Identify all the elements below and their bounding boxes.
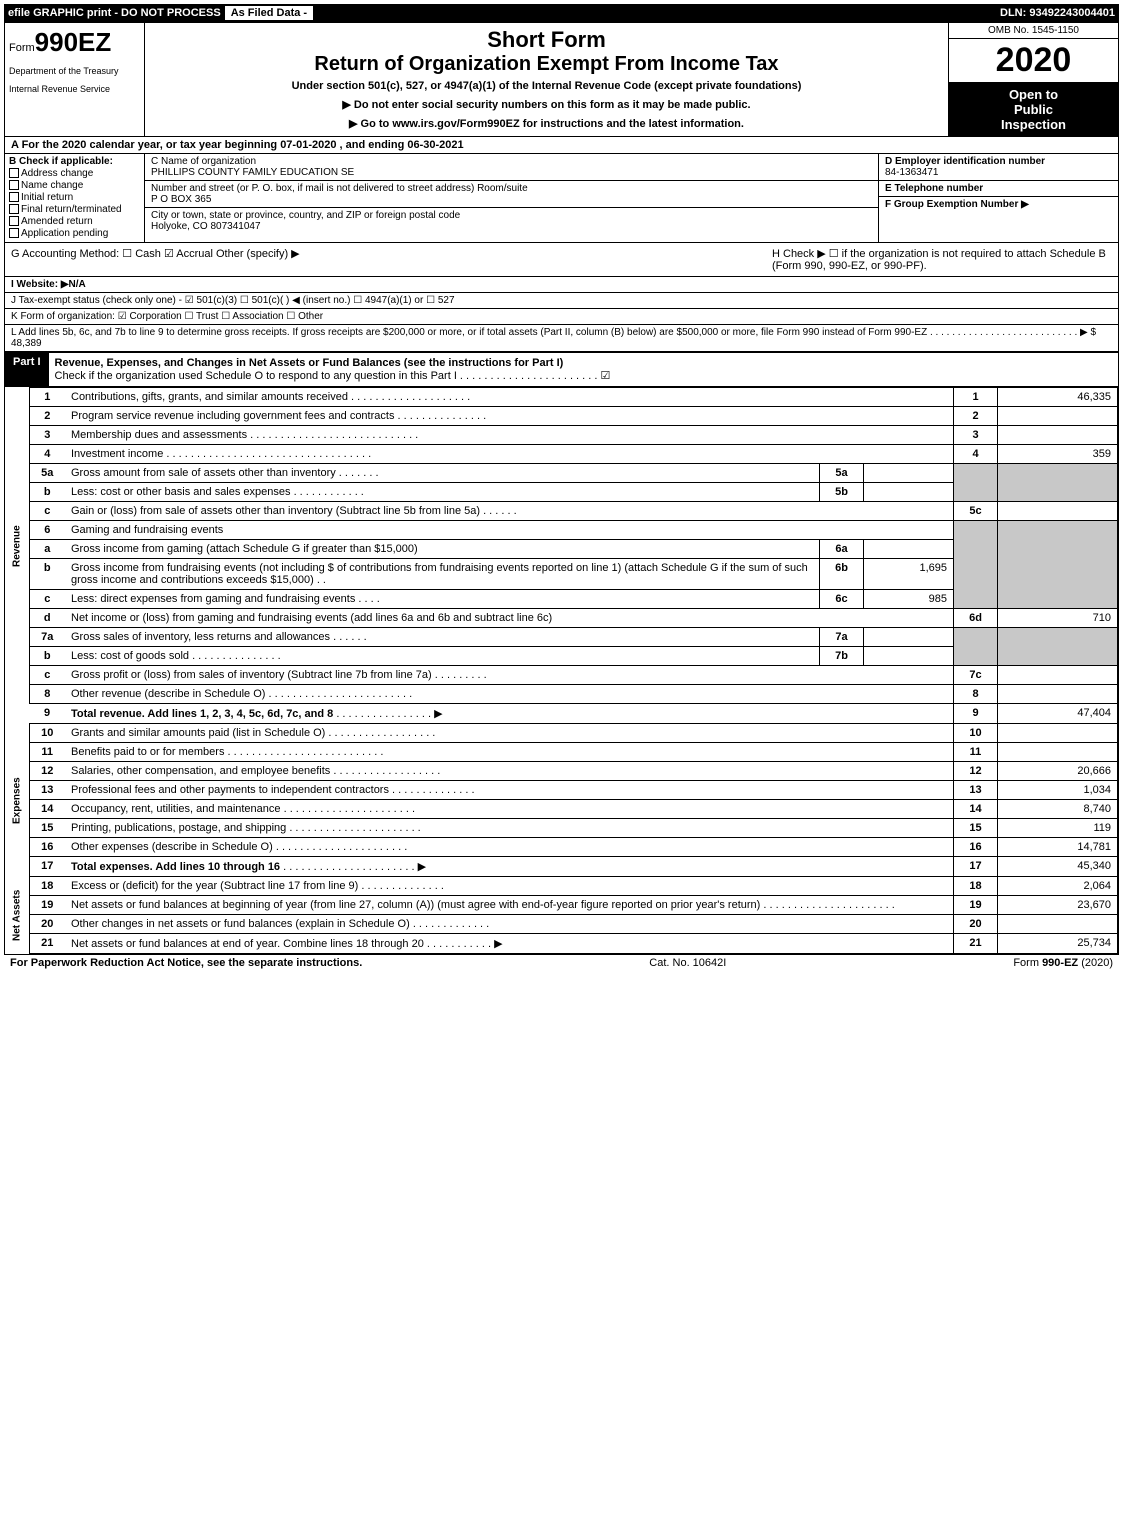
line-7b-desc: Less: cost of goods sold bbox=[71, 650, 189, 662]
cb-address[interactable]: Address change bbox=[9, 168, 140, 179]
line-6-desc: Gaming and fundraising events bbox=[65, 521, 954, 540]
part-i-title: Revenue, Expenses, and Changes in Net As… bbox=[55, 357, 564, 369]
line-17-desc: Total expenses. Add lines 10 through 16 bbox=[71, 861, 280, 873]
line-10-desc: Grants and similar amounts paid (list in… bbox=[71, 727, 325, 739]
line-8-desc: Other revenue (describe in Schedule O) bbox=[71, 688, 265, 700]
form-number: 990EZ bbox=[35, 27, 112, 57]
c-value: PHILLIPS COUNTY FAMILY EDUCATION SE bbox=[151, 167, 872, 178]
line-5b-desc: Less: cost or other basis and sales expe… bbox=[71, 486, 291, 498]
i-website: I Website: ▶N/A bbox=[5, 277, 1118, 293]
line-13-desc: Professional fees and other payments to … bbox=[71, 784, 389, 796]
line-7a-desc: Gross sales of inventory, less returns a… bbox=[71, 631, 330, 643]
line-1-num: 1 bbox=[954, 388, 998, 407]
cb-final[interactable]: Final return/terminated bbox=[9, 204, 140, 215]
footer: For Paperwork Reduction Act Notice, see … bbox=[4, 955, 1119, 971]
line-2-desc: Program service revenue including govern… bbox=[71, 410, 394, 422]
dln: DLN: 93492243004401 bbox=[1000, 7, 1115, 19]
footer-mid: Cat. No. 10642I bbox=[649, 957, 726, 969]
right-header: OMB No. 1545-1150 2020 Open to Public In… bbox=[948, 23, 1118, 136]
top-bar: efile GRAPHIC print - DO NOT PROCESS As … bbox=[4, 4, 1119, 22]
line-5c-desc: Gain or (loss) from sale of assets other… bbox=[71, 505, 480, 517]
line-11-desc: Benefits paid to or for members bbox=[71, 746, 224, 758]
line-1-val: 46,335 bbox=[998, 388, 1118, 407]
right-info: D Employer identification number 84-1363… bbox=[878, 154, 1118, 242]
lines-table: Revenue 1 Contributions, gifts, grants, a… bbox=[5, 387, 1118, 954]
line-7c-desc: Gross profit or (loss) from sales of inv… bbox=[71, 669, 432, 681]
j-status: J Tax-exempt status (check only one) - ☑… bbox=[5, 293, 1118, 309]
line-1-desc: Contributions, gifts, grants, and simila… bbox=[71, 391, 348, 403]
line-21-desc: Net assets or fund balances at end of ye… bbox=[71, 938, 424, 950]
subtitle: Under section 501(c), 527, or 4947(a)(1)… bbox=[149, 80, 944, 92]
line-5a-desc: Gross amount from sale of assets other t… bbox=[71, 467, 336, 479]
dept-treasury: Department of the Treasury bbox=[9, 66, 140, 76]
city-value: Holyoke, CO 807341047 bbox=[151, 221, 872, 232]
city-label: City or town, state or province, country… bbox=[151, 210, 872, 221]
c-label: C Name of organization bbox=[151, 156, 872, 167]
open3: Inspection bbox=[951, 117, 1116, 132]
g-accounting: G Accounting Method: ☐ Cash ☑ Accrual Ot… bbox=[11, 247, 300, 272]
line-4-desc: Investment income bbox=[71, 448, 163, 460]
h-check: H Check ▶ ☐ if the organization is not r… bbox=[772, 247, 1112, 272]
check-b: B Check if applicable: Address change Na… bbox=[5, 154, 145, 242]
cb-pending[interactable]: Application pending bbox=[9, 228, 140, 239]
cb-amended[interactable]: Amended return bbox=[9, 216, 140, 227]
line-16-desc: Other expenses (describe in Schedule O) bbox=[71, 841, 273, 853]
open-public: Open to Public Inspection bbox=[949, 83, 1118, 136]
line-6b-desc: Gross income from fundraising events (no… bbox=[71, 562, 808, 586]
main-title: Return of Organization Exempt From Incom… bbox=[149, 53, 944, 76]
omb: OMB No. 1545-1150 bbox=[949, 23, 1118, 39]
footer-left: For Paperwork Reduction Act Notice, see … bbox=[10, 957, 362, 969]
line-15-desc: Printing, publications, postage, and shi… bbox=[71, 822, 286, 834]
open2: Public bbox=[951, 102, 1116, 117]
line-9-desc: Total revenue. Add lines 1, 2, 3, 4, 5c,… bbox=[71, 708, 333, 720]
form-number-cell: Form990EZ Department of the Treasury Int… bbox=[5, 23, 145, 136]
d-label: D Employer identification number bbox=[885, 156, 1045, 167]
netassets-label: Net Assets bbox=[5, 877, 29, 954]
line-6a-desc: Gross income from gaming (attach Schedul… bbox=[71, 543, 418, 555]
line-6c-desc: Less: direct expenses from gaming and fu… bbox=[71, 593, 355, 605]
line-14-desc: Occupancy, rent, utilities, and maintena… bbox=[71, 803, 281, 815]
line-18-desc: Excess or (deficit) for the year (Subtra… bbox=[71, 880, 358, 892]
note-ssn: ▶ Do not enter social security numbers o… bbox=[149, 98, 944, 111]
section-a: A For the 2020 calendar year, or tax yea… bbox=[5, 137, 1118, 154]
title-cell: Short Form Return of Organization Exempt… bbox=[145, 23, 948, 136]
form-container: Form990EZ Department of the Treasury Int… bbox=[4, 22, 1119, 955]
short-form: Short Form bbox=[149, 27, 944, 53]
org-info: C Name of organization PHILLIPS COUNTY F… bbox=[145, 154, 878, 242]
l-gross: L Add lines 5b, 6c, and 7b to line 9 to … bbox=[5, 325, 1118, 352]
note-url: ▶ Go to www.irs.gov/Form990EZ for instru… bbox=[149, 117, 944, 130]
asfiled-box: As Filed Data - bbox=[225, 6, 313, 20]
addr-label: Number and street (or P. O. box, if mail… bbox=[151, 183, 872, 194]
line-20-desc: Other changes in net assets or fund bala… bbox=[71, 918, 410, 930]
k-form-org: K Form of organization: ☑ Corporation ☐ … bbox=[5, 309, 1118, 325]
line-19-desc: Net assets or fund balances at beginning… bbox=[71, 899, 760, 911]
addr-value: P O BOX 365 bbox=[151, 194, 872, 205]
line-3-desc: Membership dues and assessments bbox=[71, 429, 247, 441]
e-label: E Telephone number bbox=[885, 183, 983, 194]
footer-right: Form 990-EZ (2020) bbox=[1013, 957, 1113, 969]
part-i-check: Check if the organization used Schedule … bbox=[55, 370, 611, 382]
form-prefix: Form bbox=[9, 42, 35, 54]
f-label: F Group Exemption Number ▶ bbox=[885, 199, 1029, 210]
check-b-title: B Check if applicable: bbox=[9, 156, 113, 167]
part-i-label: Part I bbox=[5, 353, 49, 386]
tax-year: 2020 bbox=[949, 39, 1118, 83]
line-12-desc: Salaries, other compensation, and employ… bbox=[71, 765, 330, 777]
cb-initial[interactable]: Initial return bbox=[9, 192, 140, 203]
open1: Open to bbox=[951, 87, 1116, 102]
d-value: 84-1363471 bbox=[885, 167, 1112, 178]
line-6d-desc: Net income or (loss) from gaming and fun… bbox=[71, 612, 552, 624]
cb-name[interactable]: Name change bbox=[9, 180, 140, 191]
revenue-label: Revenue bbox=[5, 388, 29, 704]
efile-text: efile GRAPHIC print - DO NOT PROCESS bbox=[8, 7, 221, 19]
section-a-text: A For the 2020 calendar year, or tax yea… bbox=[11, 139, 464, 151]
dept-irs: Internal Revenue Service bbox=[9, 84, 140, 94]
expenses-label: Expenses bbox=[5, 724, 29, 877]
